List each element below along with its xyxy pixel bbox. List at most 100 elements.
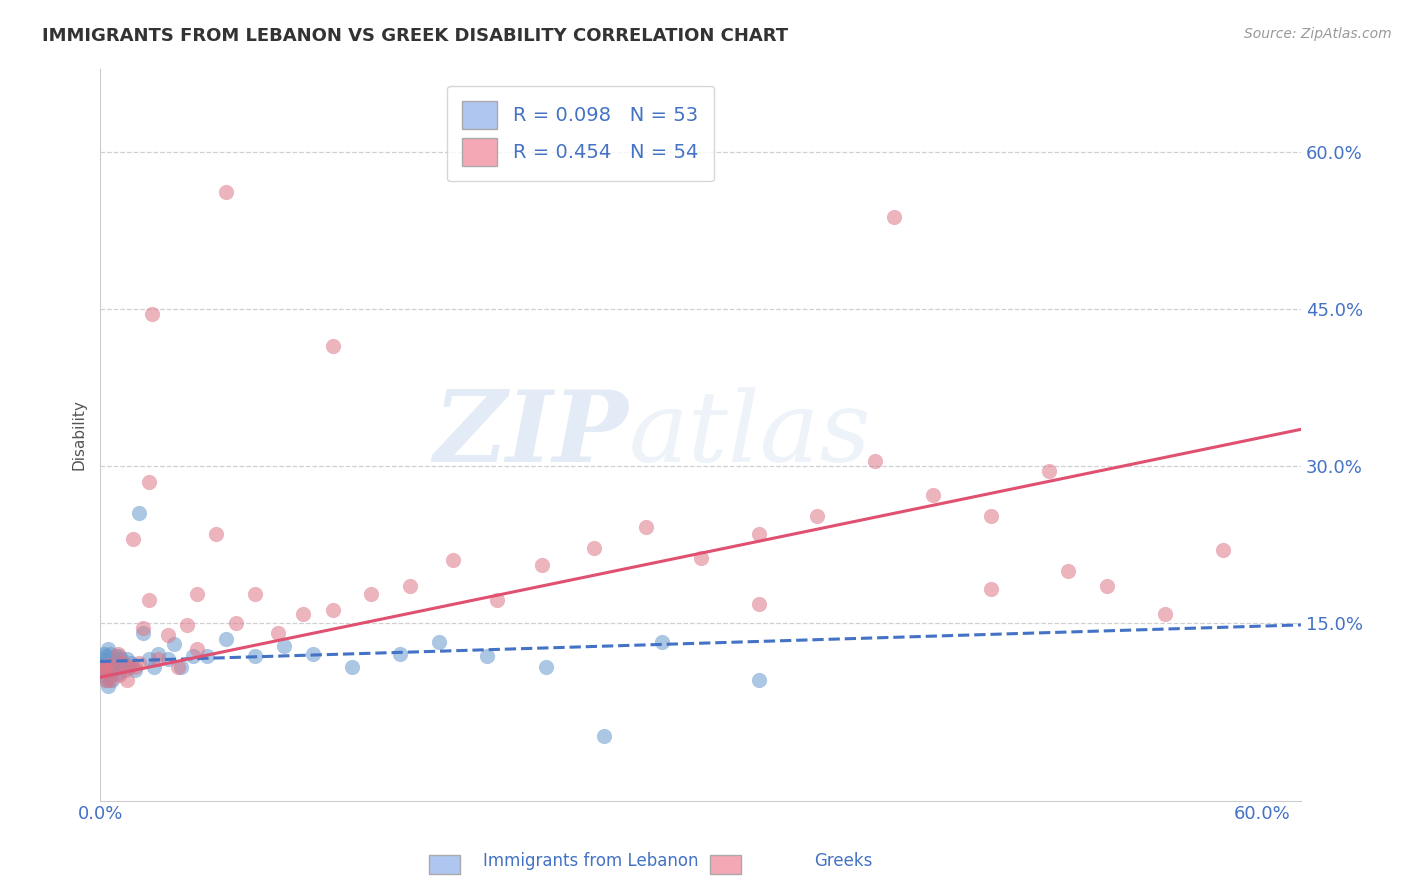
FancyBboxPatch shape (710, 855, 741, 874)
Point (100, 673, 122, 688)
Point (243, 586, 266, 600)
Point (112, 657, 135, 672)
Point (108, 659, 131, 673)
Point (863, 453, 886, 467)
Point (138, 592, 160, 607)
Point (477, 649, 499, 664)
Point (128, 656, 150, 670)
Point (322, 339, 344, 353)
Point (273, 639, 295, 653)
Point (186, 586, 208, 600)
Point (132, 626, 155, 640)
Point (124, 659, 146, 673)
Point (107, 656, 129, 670)
Point (91, 652, 114, 666)
Point (170, 659, 193, 673)
Point (534, 659, 557, 673)
Point (110, 652, 132, 666)
Text: ZIP: ZIP (433, 386, 628, 483)
Point (93, 659, 115, 673)
Point (399, 579, 422, 593)
Point (689, 551, 711, 566)
Point (108, 649, 131, 664)
Point (651, 634, 673, 648)
Point (166, 659, 188, 673)
Point (98, 668, 121, 682)
Point (118, 659, 141, 673)
Point (156, 628, 179, 642)
Point (100, 659, 122, 673)
Point (181, 649, 204, 664)
Point (302, 647, 325, 661)
Point (103, 652, 125, 666)
Point (163, 637, 186, 651)
Point (98, 673, 121, 688)
Point (195, 649, 218, 664)
Point (107, 647, 129, 661)
Point (427, 634, 450, 648)
Point (124, 663, 146, 677)
Point (243, 649, 266, 664)
Point (1095, 579, 1118, 593)
Point (1038, 464, 1060, 478)
Point (94, 659, 117, 673)
Point (118, 659, 141, 673)
Point (132, 621, 155, 635)
Point (486, 592, 509, 607)
Point (94, 659, 117, 673)
Point (93, 663, 115, 677)
Point (267, 626, 290, 640)
Text: atlas: atlas (628, 387, 872, 483)
Point (115, 652, 138, 666)
Point (97, 657, 120, 672)
Point (104, 657, 127, 672)
Point (748, 597, 770, 611)
Point (97, 652, 120, 666)
Point (97, 642, 120, 657)
Point (806, 509, 828, 524)
Point (98, 657, 121, 672)
Point (138, 475, 160, 489)
Point (225, 615, 247, 630)
Point (128, 506, 150, 520)
Point (582, 541, 605, 555)
Point (176, 618, 198, 632)
Point (115, 673, 138, 688)
Point (114, 663, 136, 677)
Point (292, 607, 315, 622)
Point (103, 663, 125, 677)
Point (322, 603, 344, 617)
Point (883, 210, 905, 224)
Point (98, 647, 121, 661)
Point (94, 649, 117, 664)
Point (141, 307, 163, 321)
Text: Immigrants from Lebanon: Immigrants from Lebanon (482, 852, 699, 870)
Point (156, 652, 179, 666)
Point (636, 519, 658, 533)
Point (97, 679, 120, 693)
Point (93, 656, 115, 670)
Point (93, 668, 115, 682)
Point (980, 582, 1002, 597)
Point (93, 647, 115, 661)
Point (748, 527, 770, 541)
Point (530, 558, 553, 573)
Point (122, 532, 145, 546)
Point (120, 656, 142, 670)
Point (107, 666, 129, 681)
Point (94, 673, 117, 688)
Point (143, 659, 166, 673)
Point (103, 659, 125, 673)
Point (138, 652, 160, 666)
Point (91, 663, 114, 677)
Point (441, 553, 464, 567)
Point (980, 509, 1002, 524)
Point (94, 673, 117, 688)
Point (340, 659, 363, 673)
Text: Source: ZipAtlas.com: Source: ZipAtlas.com (1244, 27, 1392, 41)
Point (148, 647, 170, 661)
Point (186, 642, 208, 657)
Point (104, 649, 127, 664)
Point (108, 668, 131, 682)
Point (148, 652, 170, 666)
